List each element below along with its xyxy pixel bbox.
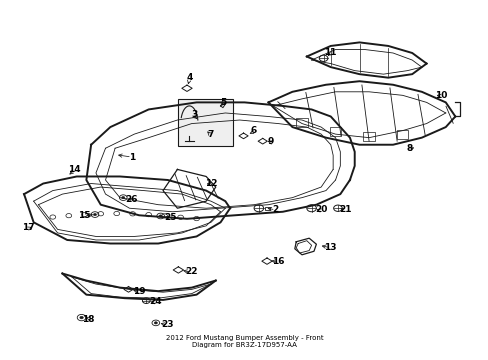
Text: 24: 24 (149, 297, 162, 306)
Text: 21: 21 (338, 206, 351, 215)
Text: 9: 9 (267, 137, 273, 146)
Circle shape (80, 316, 83, 319)
Text: 15: 15 (78, 211, 90, 220)
Text: 14: 14 (68, 165, 81, 174)
Text: 22: 22 (185, 267, 198, 276)
Text: 17: 17 (21, 223, 34, 232)
Text: 1: 1 (128, 153, 135, 162)
Text: 26: 26 (125, 195, 138, 204)
Text: 13: 13 (324, 243, 336, 252)
Text: 8: 8 (406, 144, 412, 153)
Text: 12: 12 (204, 179, 217, 188)
Text: 25: 25 (163, 212, 176, 221)
Text: 5: 5 (220, 98, 225, 107)
Text: 6: 6 (250, 126, 257, 135)
Text: 16: 16 (271, 257, 284, 266)
Text: 19: 19 (132, 287, 145, 296)
Text: 20: 20 (314, 206, 326, 215)
Circle shape (122, 197, 124, 199)
Circle shape (159, 215, 162, 217)
Bar (363, 132, 374, 141)
Text: 11: 11 (324, 49, 336, 58)
Bar (296, 118, 307, 127)
Circle shape (93, 213, 96, 216)
Text: 23: 23 (161, 320, 174, 329)
Text: 10: 10 (434, 91, 446, 100)
Text: 18: 18 (82, 315, 95, 324)
Text: 2012 Ford Mustang Bumper Assembly - Front
Diagram for BR3Z-17D957-AA: 2012 Ford Mustang Bumper Assembly - Fron… (165, 334, 323, 348)
Text: 7: 7 (207, 130, 214, 139)
Text: 4: 4 (186, 73, 192, 82)
Bar (264, 207, 269, 210)
Text: 2: 2 (272, 206, 278, 215)
FancyBboxPatch shape (178, 99, 233, 147)
Bar (396, 130, 407, 139)
Bar (329, 127, 341, 136)
Text: 3: 3 (191, 110, 197, 119)
Circle shape (154, 322, 157, 324)
